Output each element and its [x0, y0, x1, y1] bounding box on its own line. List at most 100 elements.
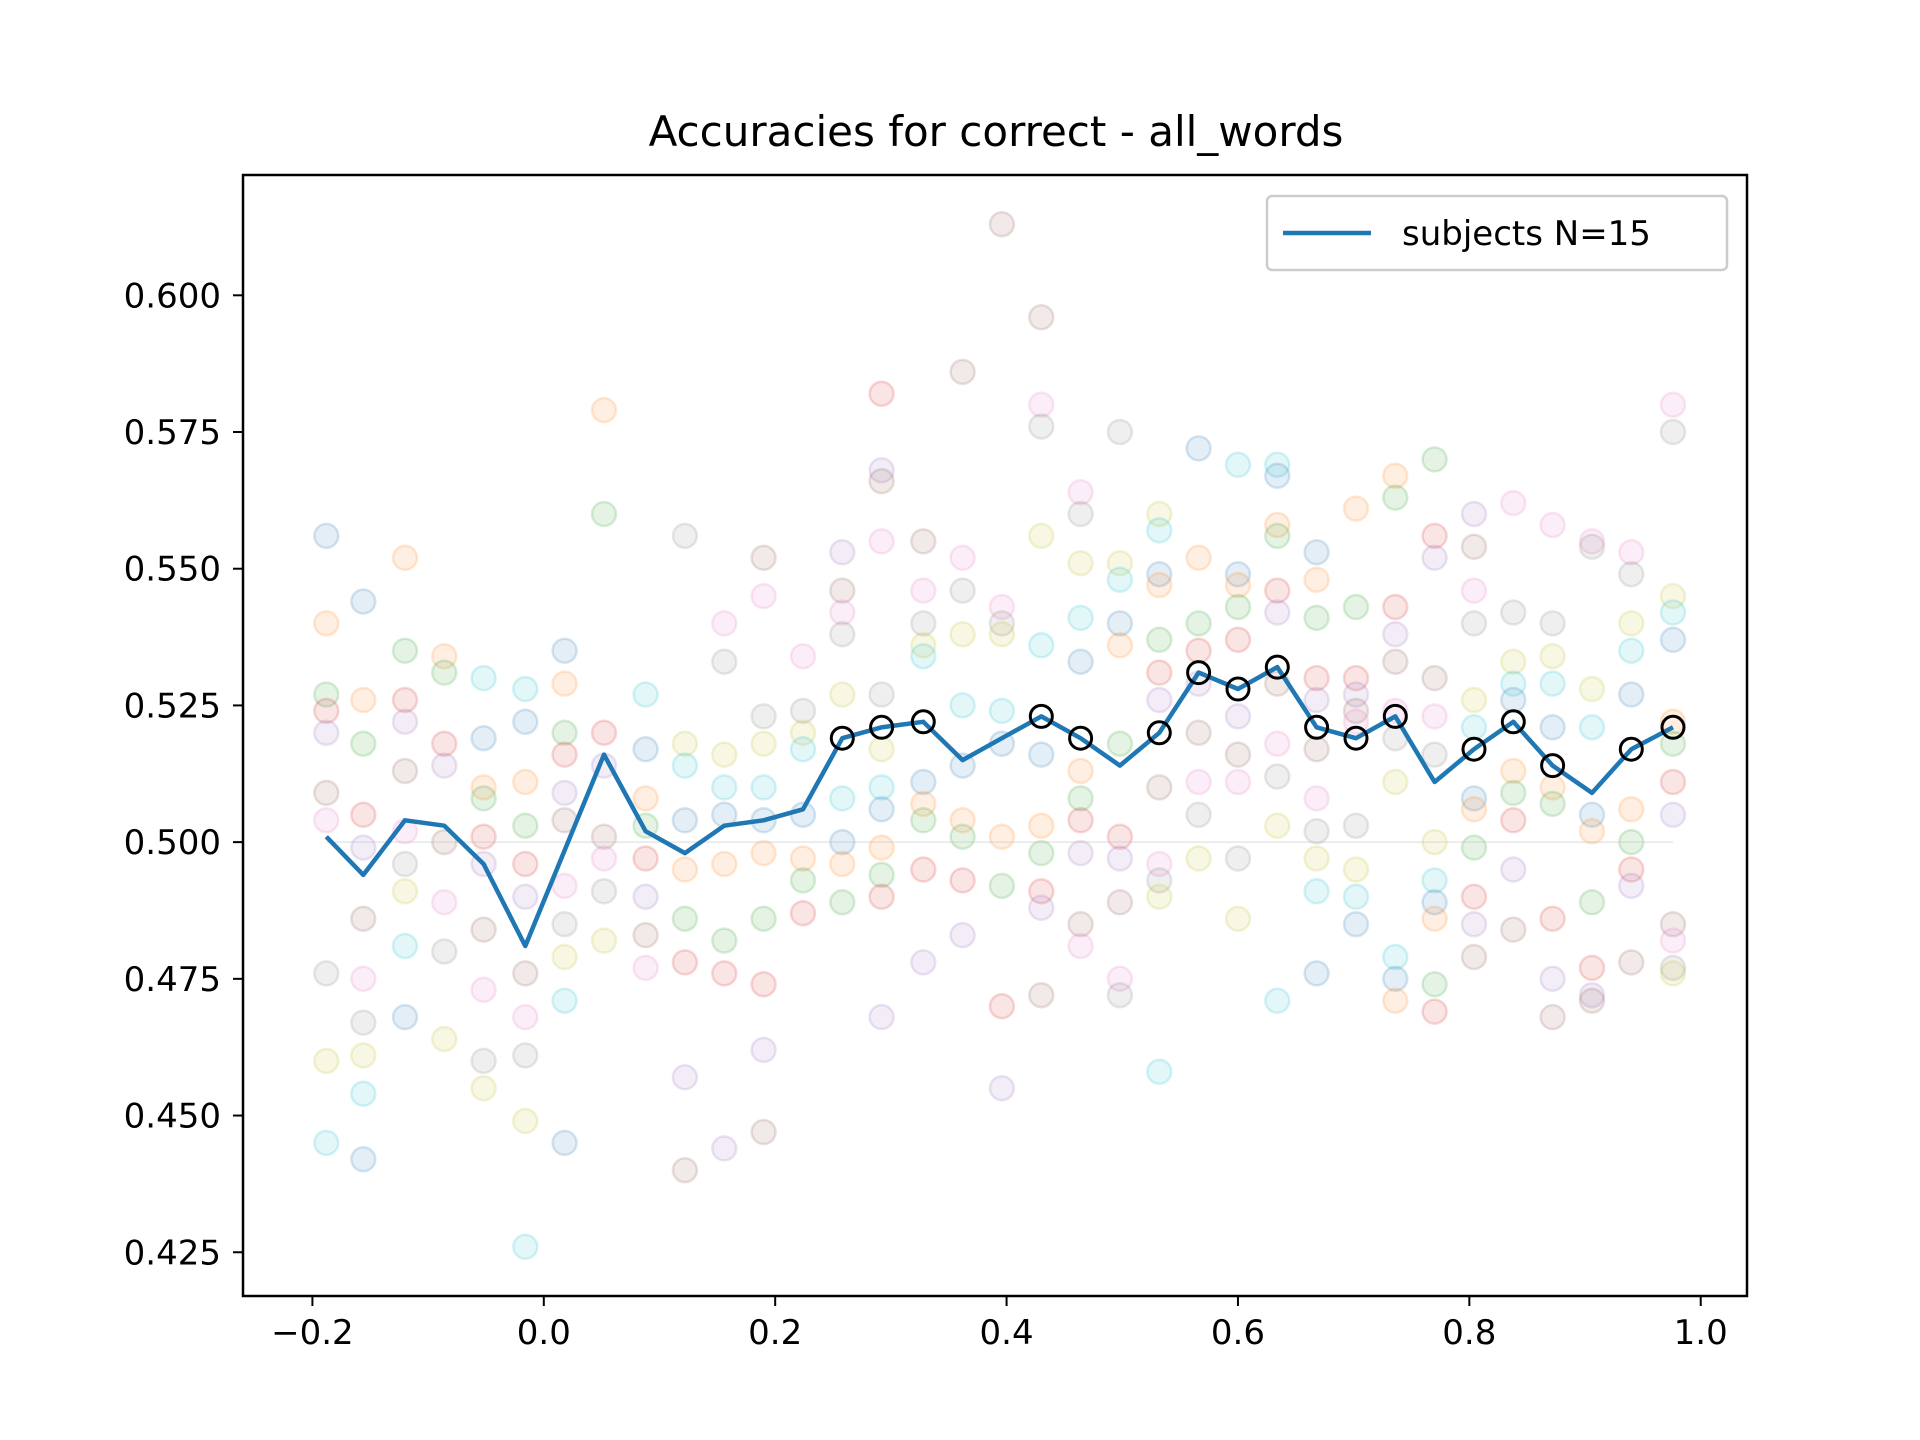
- subject-point: [1460, 796, 1488, 823]
- subject-point: [1578, 987, 1606, 1014]
- subject-point: [949, 921, 976, 949]
- subject-point: [868, 681, 895, 708]
- subject-point: [1106, 845, 1134, 872]
- subject-point: [512, 1107, 539, 1135]
- subject-point: [1224, 741, 1252, 768]
- subject-point: [1539, 511, 1566, 539]
- subject-point: [711, 927, 738, 954]
- subject-point: [671, 1156, 699, 1184]
- significance-marker: [1304, 714, 1330, 740]
- subject-point: [1342, 697, 1370, 725]
- subject-point: [750, 905, 777, 932]
- x-tick-label: 0.8: [1442, 1313, 1496, 1353]
- subject-point: [1146, 517, 1173, 544]
- subject-point: [1539, 714, 1566, 741]
- subject-point: [789, 867, 817, 894]
- subject-point: [750, 774, 777, 801]
- subject-point: [1460, 714, 1488, 741]
- subject-point: [1106, 889, 1134, 916]
- subject-point: [512, 883, 539, 911]
- subject-point: [391, 1003, 419, 1031]
- subject-point: [590, 719, 618, 747]
- subject-point: [1659, 582, 1687, 610]
- subject-point: [1659, 768, 1687, 796]
- subject-point: [1659, 954, 1687, 982]
- chart-title: Accuracies for correct - all_words: [649, 107, 1344, 156]
- subject-point: [512, 960, 539, 987]
- subject-point: [868, 861, 895, 889]
- subject-point: [391, 878, 419, 905]
- subject-point: [910, 949, 937, 976]
- subject-point: [391, 757, 419, 785]
- subject-point: [1578, 981, 1606, 1009]
- subject-point: [1421, 971, 1448, 998]
- subject-point: [1028, 981, 1055, 1009]
- subject-point: [1460, 785, 1488, 812]
- subject-point: [671, 905, 699, 932]
- subject-point: [1578, 817, 1606, 845]
- subject-point: [1460, 533, 1488, 561]
- subject-point: [1618, 856, 1645, 883]
- subject-point: [1342, 495, 1370, 522]
- subject-point: [1067, 478, 1094, 506]
- subject-point: [711, 850, 738, 878]
- subject-point: [632, 845, 659, 872]
- y-tick-label: 0.525: [124, 686, 221, 726]
- subject-point: [1500, 686, 1527, 714]
- subject-point: [988, 697, 1016, 725]
- y-tick-label: 0.450: [124, 1097, 221, 1137]
- subject-point: [313, 779, 340, 807]
- subject-point: [1303, 785, 1330, 812]
- subject-point: [590, 396, 618, 424]
- subject-point: [1539, 610, 1566, 637]
- subject-point: [1618, 610, 1645, 637]
- y-tick-label: 0.425: [124, 1233, 221, 1273]
- subject-point: [1500, 916, 1527, 943]
- subject-point: [632, 785, 659, 812]
- subject-point: [431, 730, 458, 757]
- subject-point: [750, 582, 777, 610]
- subject-point: [868, 528, 895, 555]
- subject-point: [1539, 1003, 1566, 1031]
- subject-point: [470, 823, 497, 850]
- subject-point: [1303, 960, 1330, 987]
- subject-point: [1659, 960, 1687, 987]
- subject-point: [1106, 418, 1134, 446]
- subject-point: [1618, 637, 1645, 664]
- x-tick-label: 0.0: [517, 1313, 571, 1353]
- subject-point: [1106, 981, 1134, 1009]
- subject-point: [350, 1009, 377, 1036]
- x-tick-label: 0.4: [980, 1313, 1034, 1353]
- subject-point: [1146, 774, 1173, 801]
- subject-point: [632, 681, 659, 708]
- significance-marker: [829, 725, 855, 751]
- subject-point: [1539, 642, 1566, 670]
- subject-point: [1303, 686, 1330, 714]
- subject-point: [512, 675, 539, 703]
- subject-point: [512, 768, 539, 796]
- subject-point: [431, 642, 458, 670]
- subject-point: [431, 828, 458, 856]
- subject-point: [431, 889, 458, 916]
- subject-point: [868, 1003, 895, 1031]
- subject-point: [313, 697, 340, 725]
- mean-accuracy-line: [324, 664, 1675, 949]
- subject-point: [868, 735, 895, 763]
- significance-marker: [1618, 736, 1644, 762]
- y-axis: 0.425 0.450 0.475 0.500 0.525 0.550 0.575 0.600: [124, 276, 243, 1273]
- subject-point: [1659, 927, 1687, 954]
- subject-point: [1224, 593, 1252, 621]
- subject-point: [910, 790, 937, 818]
- significance-marker: [1500, 709, 1526, 735]
- subject-point: [829, 577, 856, 604]
- subject-point: [1342, 812, 1370, 839]
- subject-point: [632, 883, 659, 911]
- subject-point: [551, 987, 578, 1014]
- subject-point: [1224, 703, 1252, 730]
- subject-point: [391, 850, 419, 878]
- subject-point: [1146, 571, 1173, 599]
- y-tick-label: 0.475: [124, 960, 221, 1000]
- subject-point: [988, 992, 1016, 1020]
- subject-point: [829, 785, 856, 812]
